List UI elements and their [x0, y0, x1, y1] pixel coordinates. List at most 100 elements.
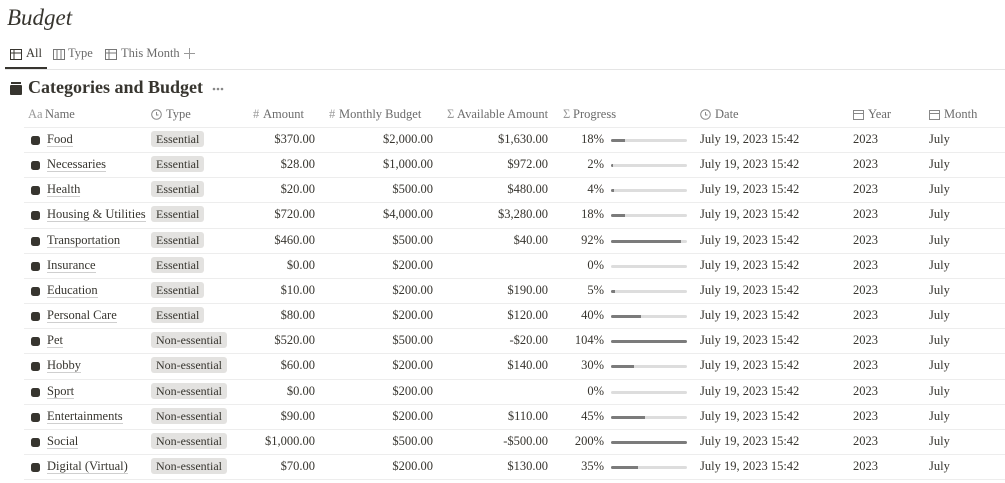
- cell: Social: [47, 429, 79, 454]
- date: July 19, 2023 15:42: [700, 207, 800, 222]
- row-name: Housing & Utilities: [47, 207, 146, 223]
- cell: Non-essential: [151, 328, 227, 353]
- progress-bar: [611, 440, 687, 444]
- cell: Non-essential: [151, 454, 227, 479]
- year: 2023: [853, 207, 878, 222]
- monthly-budget: $500.00: [392, 232, 433, 247]
- available: $40.00: [513, 232, 548, 247]
- row-name: Sport: [47, 383, 75, 399]
- progress-label: 92%: [581, 232, 604, 247]
- column-header: Date: [715, 107, 739, 121]
- year: 2023: [853, 257, 878, 272]
- cell: Essential: [151, 202, 205, 227]
- progress-track: [611, 340, 687, 344]
- month: July: [929, 358, 950, 373]
- amount: $460.00: [274, 232, 315, 247]
- tab[interactable]: All: [26, 46, 42, 60]
- year: 2023: [853, 358, 878, 373]
- progress-bar: [611, 289, 615, 293]
- column-header: Month: [944, 107, 978, 121]
- progress-bar: [611, 139, 625, 142]
- row-icon: [31, 362, 40, 372]
- cell: Transportation: [47, 228, 121, 253]
- month: July: [929, 408, 950, 423]
- amount: $0.00: [286, 257, 315, 272]
- row-name: Pet: [47, 333, 63, 349]
- cell: Health: [47, 177, 81, 202]
- available: $110.00: [507, 408, 548, 423]
- add-view[interactable]: [184, 48, 195, 59]
- progress-label: 200%: [574, 433, 604, 448]
- cell: Essential: [151, 177, 205, 202]
- row-icon: [31, 261, 40, 271]
- date: July 19, 2023 15:42: [700, 433, 800, 448]
- date: July 19, 2023 15:42: [700, 182, 800, 197]
- row-name: Entertainments: [47, 408, 123, 424]
- cell: Essential: [151, 228, 205, 253]
- month: July: [929, 308, 950, 323]
- progress-label: 18%: [581, 207, 604, 222]
- date: July 19, 2023 15:42: [700, 333, 800, 348]
- year: 2023: [853, 408, 878, 423]
- tab[interactable]: Type: [68, 46, 93, 60]
- row-name: Necessaries: [47, 157, 106, 173]
- available: $1,630.00: [498, 132, 548, 146]
- progress-bar: [611, 164, 613, 168]
- tab[interactable]: This Month: [121, 46, 180, 60]
- progress-bar: [611, 340, 687, 344]
- cell: Insurance: [47, 253, 96, 278]
- amount: $10.00: [280, 282, 315, 297]
- cell: Essential: [151, 152, 205, 177]
- progress-track: [611, 365, 687, 369]
- month: July: [929, 207, 950, 222]
- progress-label: 5%: [587, 282, 604, 297]
- progress-track: [611, 139, 687, 142]
- page-title: Budget: [7, 5, 73, 30]
- progress-label: 35%: [581, 458, 604, 473]
- more-menu[interactable]: [212, 87, 224, 91]
- cell: Essential: [151, 253, 205, 278]
- row-line: [24, 353, 1005, 355]
- row-icon: [31, 312, 40, 322]
- month: July: [929, 132, 950, 146]
- available: $3,280.00: [498, 207, 548, 222]
- type-tag: Essential: [151, 281, 205, 298]
- row-name: Digital (Virtual): [47, 458, 128, 474]
- row-name: Hobby: [47, 358, 82, 374]
- progress-track: [611, 214, 687, 218]
- month: July: [929, 433, 950, 448]
- month: July: [929, 232, 950, 247]
- monthly-budget: $200.00: [392, 383, 433, 398]
- cell: Personal Care: [47, 303, 117, 328]
- date: July 19, 2023 15:42: [700, 358, 800, 373]
- type-tag: Non-essential: [151, 382, 227, 399]
- date: July 19, 2023 15:42: [700, 282, 800, 297]
- column-icon: [929, 110, 940, 120]
- column-header: Name: [45, 107, 75, 121]
- cell: Pet: [47, 328, 63, 353]
- type-tag: Non-essential: [151, 432, 227, 449]
- amount: $720.00: [274, 207, 315, 222]
- column-header: Year: [868, 107, 892, 121]
- row-line: [24, 252, 1005, 254]
- monthly-budget: $4,000.00: [383, 207, 433, 222]
- progress-label: 0%: [587, 383, 604, 398]
- progress-label: 0%: [587, 257, 604, 272]
- progress-bar: [611, 315, 642, 319]
- cell: Food: [47, 127, 73, 152]
- column-header: Amount: [263, 107, 304, 121]
- type-tag: Essential: [151, 206, 205, 223]
- year: 2023: [853, 132, 878, 146]
- available: -$500.00: [503, 433, 548, 448]
- cell: Essential: [151, 278, 205, 303]
- row-line: [24, 403, 1005, 405]
- progress-track: [611, 189, 687, 193]
- progress-label: 30%: [581, 358, 604, 373]
- amount: $20.00: [280, 182, 315, 197]
- row-line: [24, 303, 1005, 305]
- tab-icon: [105, 49, 117, 60]
- row-icon: [31, 437, 40, 447]
- divider: [5, 69, 1005, 70]
- column-glyph: #: [329, 107, 336, 121]
- cell: Non-essential: [151, 353, 227, 378]
